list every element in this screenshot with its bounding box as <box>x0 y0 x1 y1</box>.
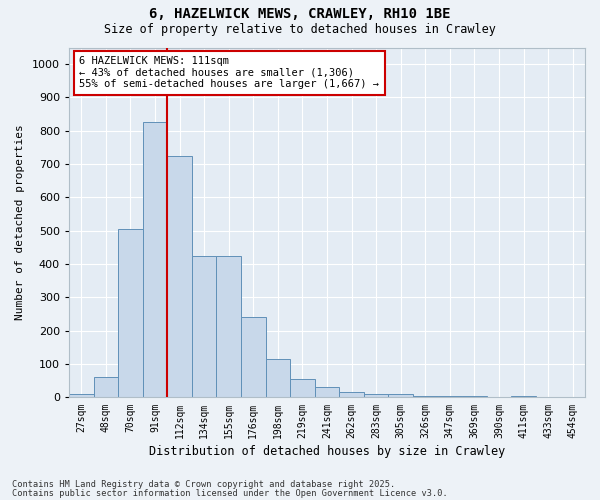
Bar <box>69 394 94 398</box>
Bar <box>266 359 290 398</box>
Bar <box>413 396 437 398</box>
Text: Contains public sector information licensed under the Open Government Licence v3: Contains public sector information licen… <box>12 488 448 498</box>
Bar <box>339 392 364 398</box>
Bar <box>241 318 266 398</box>
Y-axis label: Number of detached properties: Number of detached properties <box>15 124 25 320</box>
Bar <box>437 396 462 398</box>
Bar <box>192 256 217 398</box>
Bar <box>511 396 536 398</box>
Bar <box>118 229 143 398</box>
Bar <box>364 394 388 398</box>
Bar <box>167 156 192 398</box>
Bar <box>290 379 314 398</box>
Bar <box>314 388 339 398</box>
Bar <box>143 122 167 398</box>
Text: 6, HAZELWICK MEWS, CRAWLEY, RH10 1BE: 6, HAZELWICK MEWS, CRAWLEY, RH10 1BE <box>149 8 451 22</box>
Bar <box>94 378 118 398</box>
X-axis label: Distribution of detached houses by size in Crawley: Distribution of detached houses by size … <box>149 444 505 458</box>
Text: Contains HM Land Registry data © Crown copyright and database right 2025.: Contains HM Land Registry data © Crown c… <box>12 480 395 489</box>
Bar <box>217 256 241 398</box>
Text: Size of property relative to detached houses in Crawley: Size of property relative to detached ho… <box>104 22 496 36</box>
Bar <box>388 394 413 398</box>
Text: 6 HAZELWICK MEWS: 111sqm
← 43% of detached houses are smaller (1,306)
55% of sem: 6 HAZELWICK MEWS: 111sqm ← 43% of detach… <box>79 56 379 90</box>
Bar <box>462 396 487 398</box>
